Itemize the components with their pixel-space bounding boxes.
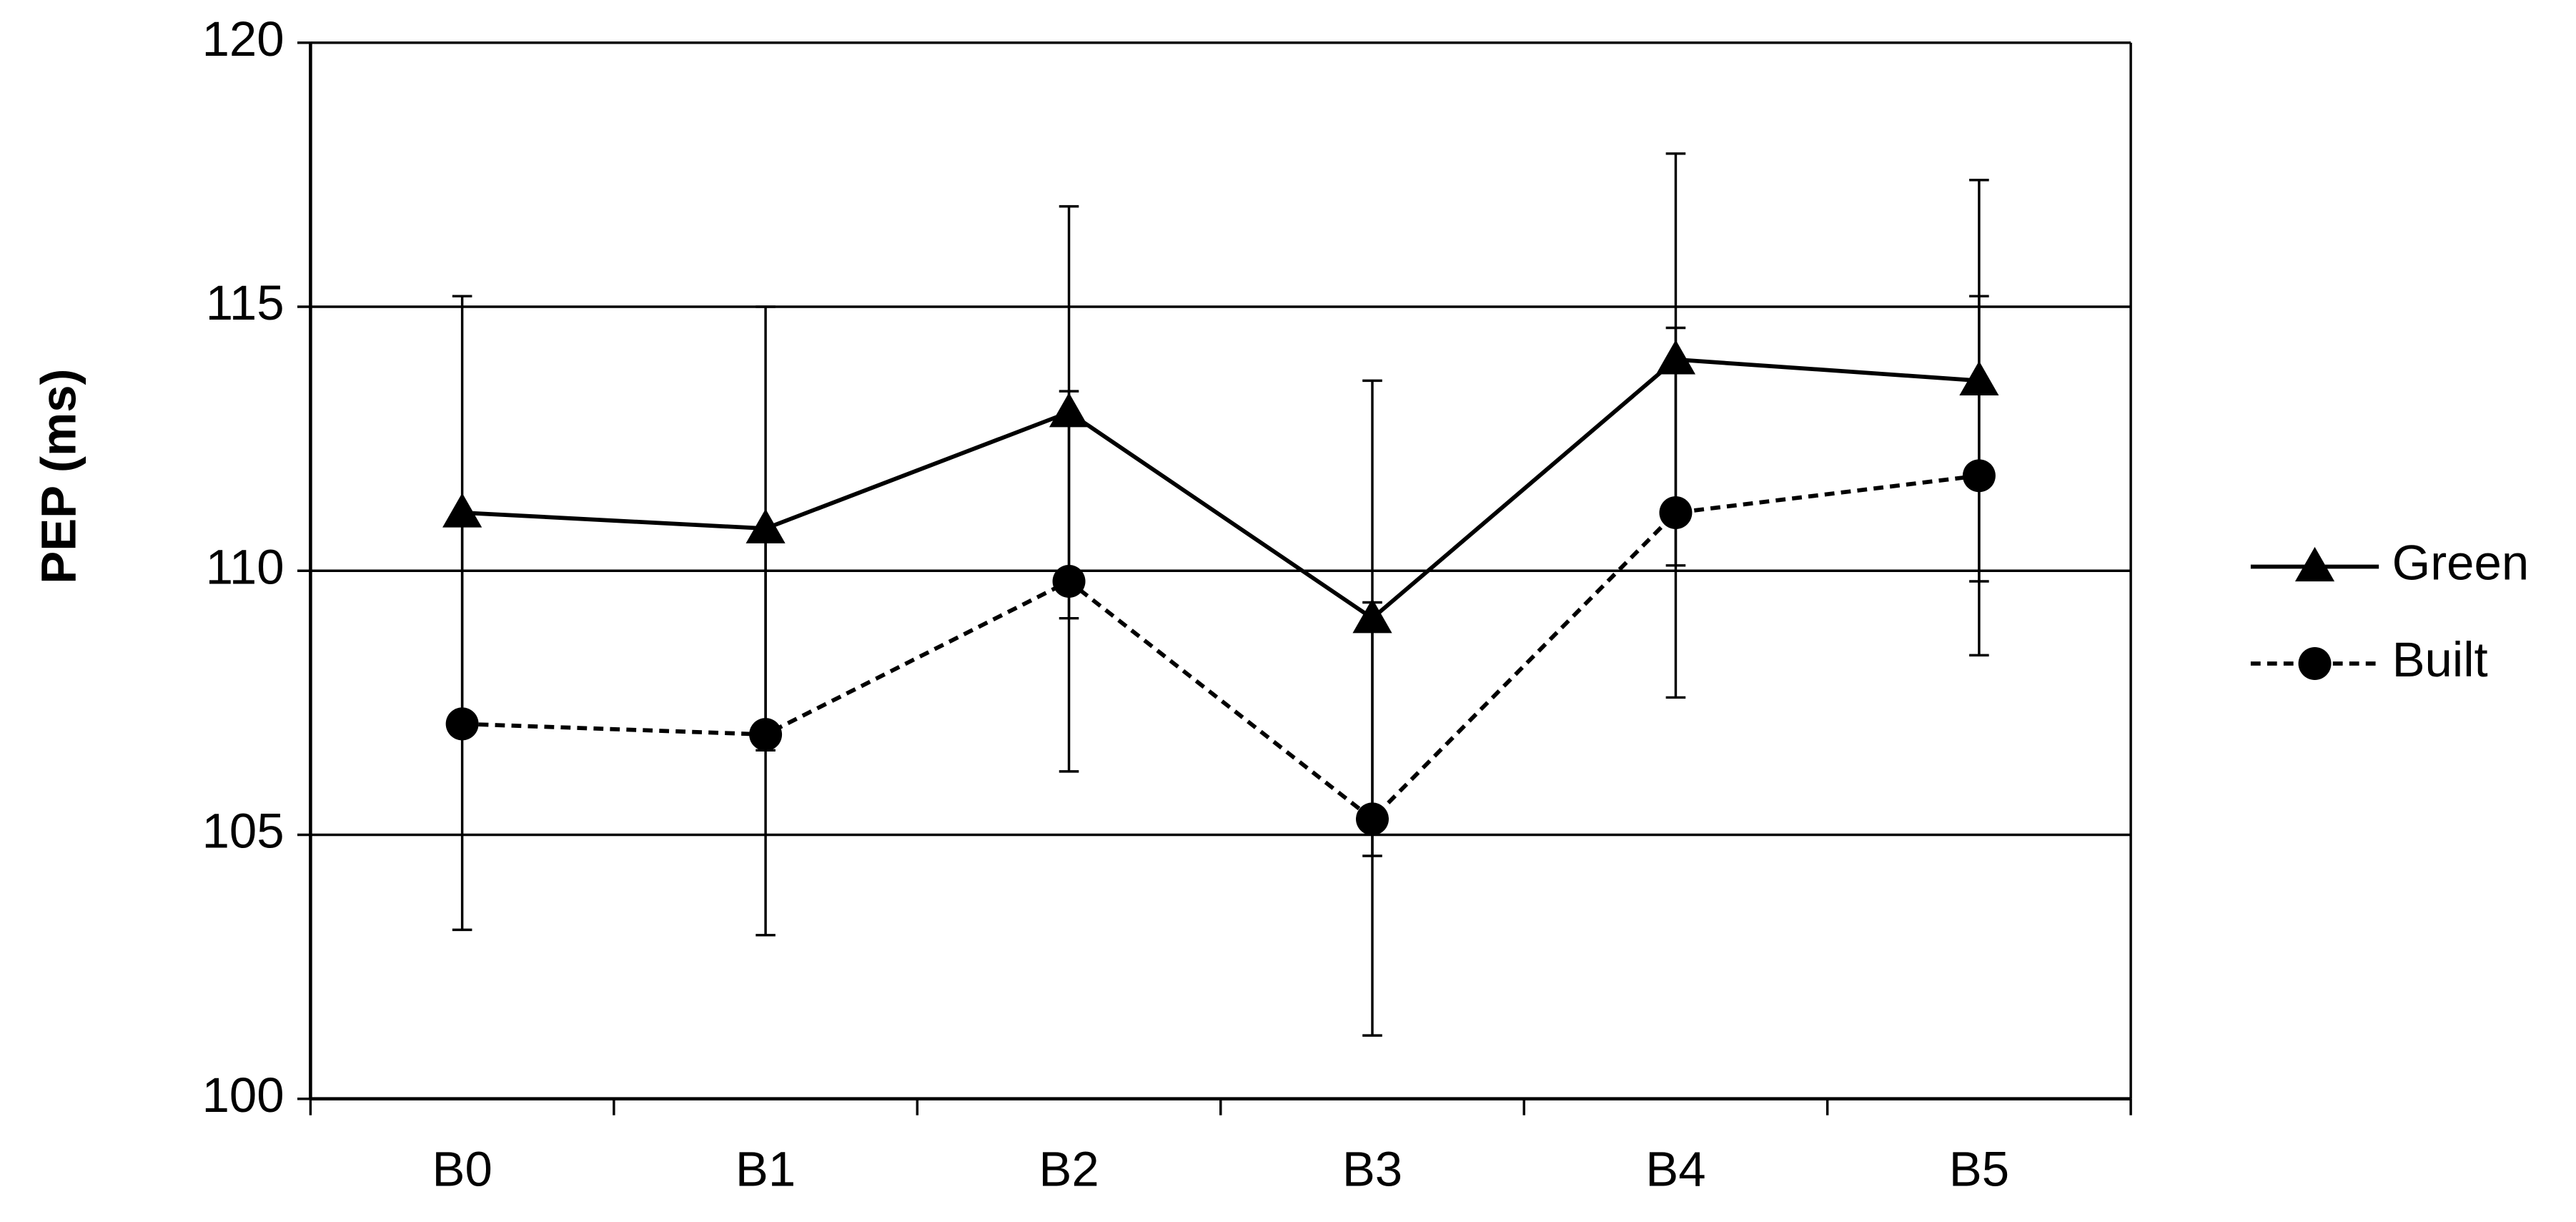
- data-point: [1659, 496, 1693, 529]
- x-tick-label: B3: [1342, 1141, 1402, 1196]
- data-point: [1052, 565, 1086, 598]
- data-point: [749, 718, 783, 752]
- data-point: [1962, 459, 1996, 493]
- legend-label: Green: [2392, 536, 2530, 591]
- legend-label: Built: [2392, 632, 2488, 687]
- legend-marker: [2298, 647, 2332, 680]
- y-tick-label: 115: [206, 275, 284, 330]
- y-tick-label: 100: [202, 1068, 284, 1123]
- data-point: [445, 707, 479, 741]
- x-tick-label: B4: [1645, 1141, 1705, 1196]
- y-tick-label: 110: [206, 539, 284, 594]
- legend-marker: [2294, 546, 2335, 582]
- data-point: [1356, 802, 1389, 836]
- y-axis-label: PEP (ms): [31, 369, 86, 584]
- series-line: [462, 473, 1980, 822]
- series-line: [462, 357, 1980, 621]
- y-tick-label: 120: [202, 11, 284, 66]
- y-tick-label: 105: [202, 804, 284, 859]
- x-tick-label: B0: [432, 1141, 492, 1196]
- x-tick-label: B5: [1949, 1141, 2009, 1196]
- x-tick-label: B1: [735, 1141, 796, 1196]
- x-tick-label: B2: [1039, 1141, 1099, 1196]
